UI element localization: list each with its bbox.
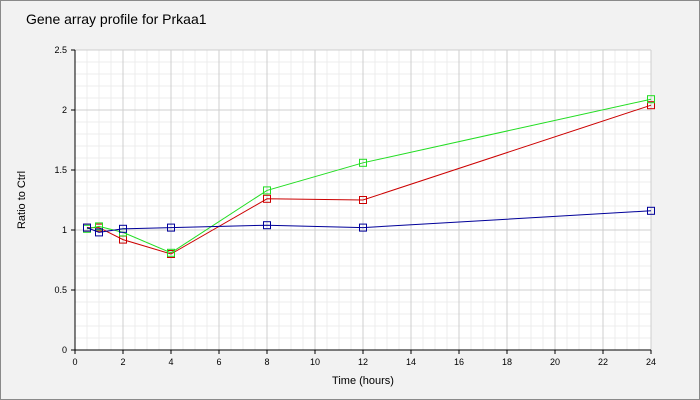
chart-title: Gene array profile for Prkaa1 xyxy=(26,11,207,27)
y-axis-label: Ratio to Ctrl xyxy=(16,171,28,229)
y-tick-labels: 0 0.5 1 1.5 2 2.5 xyxy=(54,45,67,355)
x-tick-label: 10 xyxy=(310,357,320,367)
y-tick-label: 0 xyxy=(62,345,67,355)
data-point-marker xyxy=(359,158,367,167)
y-tick-label: 1 xyxy=(62,225,67,235)
x-tick-label: 18 xyxy=(502,357,512,367)
data-point-marker xyxy=(95,222,103,231)
data-point-marker xyxy=(167,248,175,257)
x-tick-labels: 0 2 4 6 8 10 12 14 16 18 20 22 24 xyxy=(72,357,656,367)
x-tick-label: 20 xyxy=(550,357,560,367)
series-line xyxy=(86,98,652,254)
x-tick-label: 16 xyxy=(454,357,464,367)
data-point-marker xyxy=(95,228,103,237)
data-point-marker xyxy=(263,221,271,230)
data-point-marker xyxy=(119,224,127,233)
series-line xyxy=(86,210,652,233)
data-point-marker xyxy=(167,223,175,232)
data-point-marker xyxy=(83,223,91,232)
y-tick-label: 2 xyxy=(62,105,67,115)
series-group xyxy=(83,95,655,258)
x-tick-label: 22 xyxy=(598,357,608,367)
x-tick-label: 4 xyxy=(168,357,173,367)
y-tick-label: 1.5 xyxy=(54,165,67,175)
data-point-marker xyxy=(359,196,367,204)
data-point-marker xyxy=(263,186,271,195)
series-2 xyxy=(83,206,655,237)
y-tick-label: 2.5 xyxy=(54,45,67,55)
data-point-marker xyxy=(359,223,367,232)
x-tick-label: 14 xyxy=(406,357,416,367)
x-axis-label: Time (hours) xyxy=(332,375,394,387)
x-tick-label: 12 xyxy=(358,357,368,367)
x-tick-label: 24 xyxy=(646,357,656,367)
data-point-marker xyxy=(263,194,271,203)
x-tick-label: 6 xyxy=(216,357,221,367)
series-line xyxy=(87,104,652,255)
y-tick-label: 0.5 xyxy=(54,285,67,295)
x-tick-label: 2 xyxy=(120,357,125,367)
x-tick-label: 0 xyxy=(72,357,77,367)
data-point-marker xyxy=(647,206,655,215)
axes xyxy=(71,49,652,354)
data-point-marker xyxy=(647,95,655,104)
data-point-marker xyxy=(647,101,655,110)
x-tick-label: 8 xyxy=(264,357,269,367)
